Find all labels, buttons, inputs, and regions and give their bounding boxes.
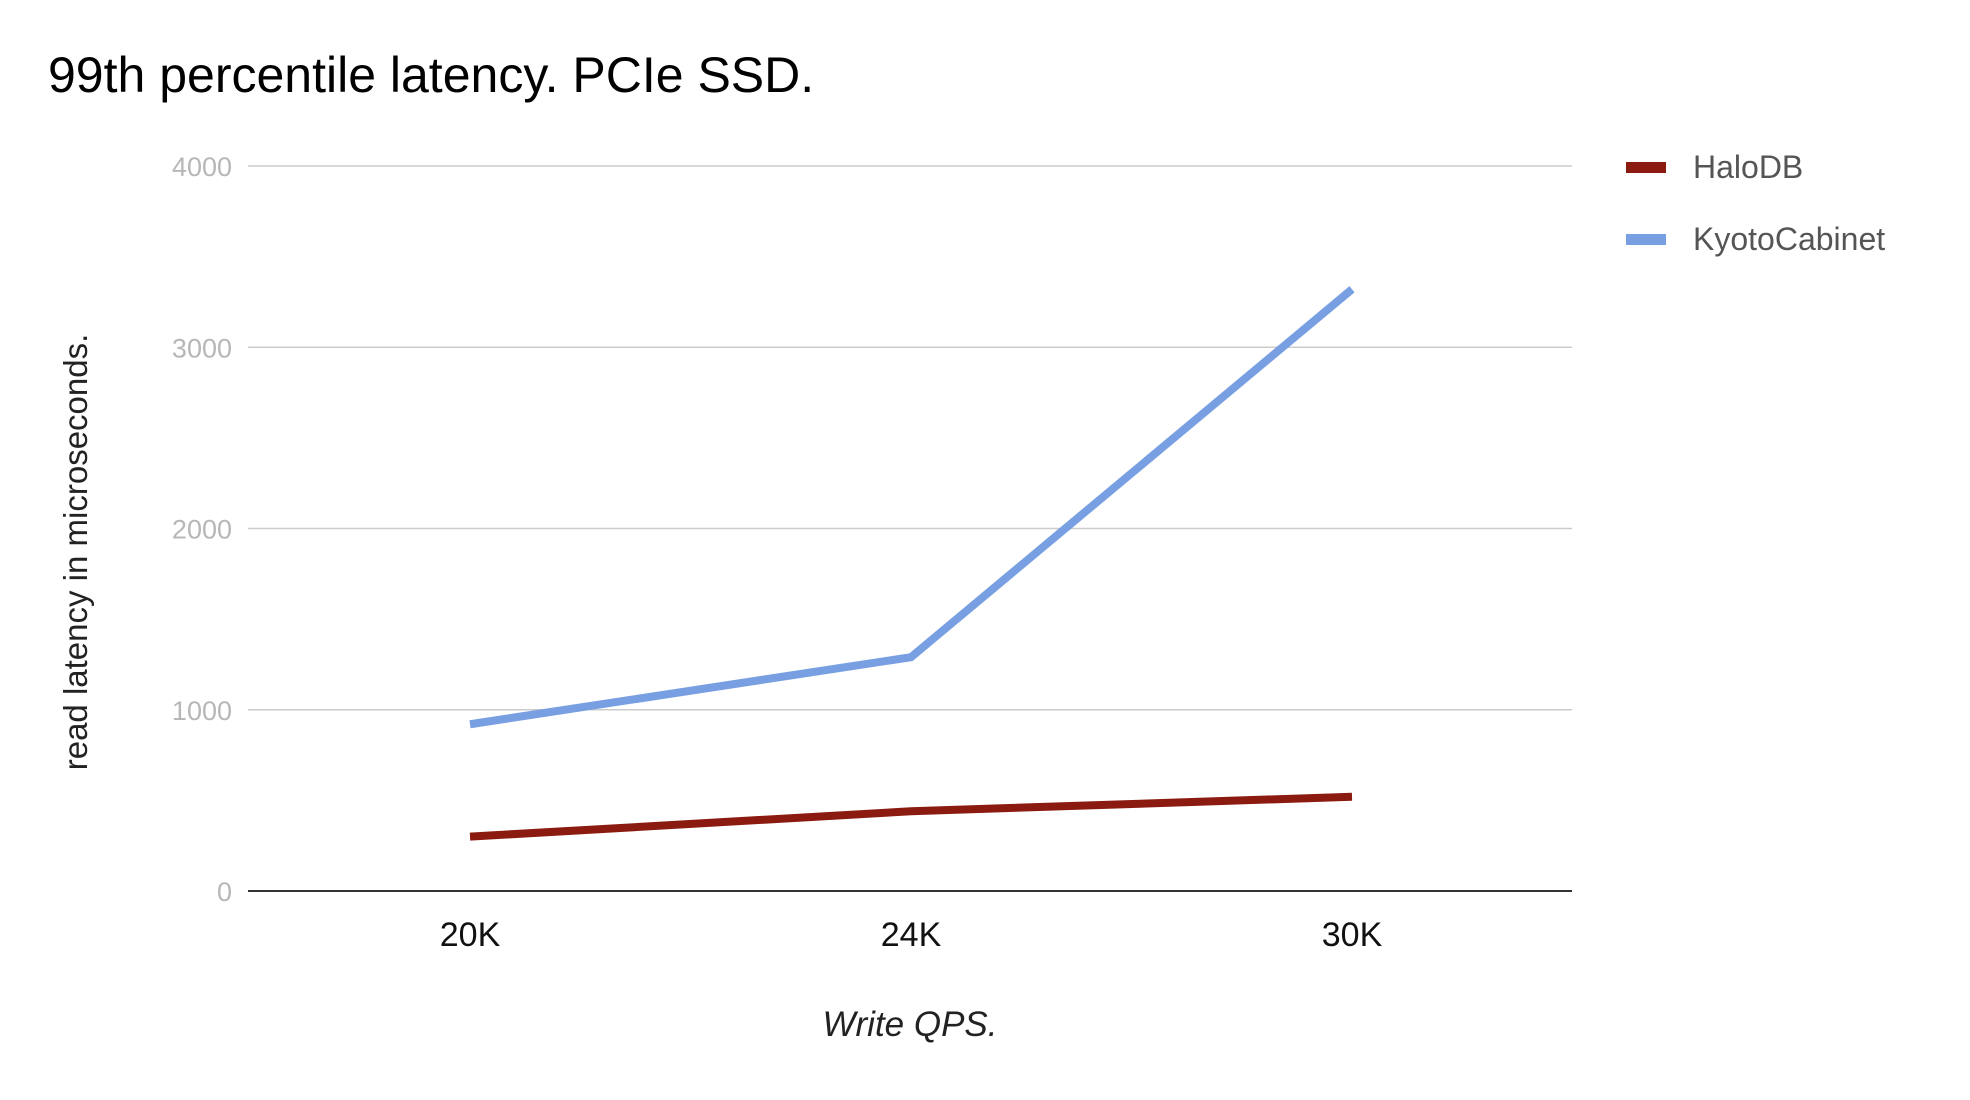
x-axis-ticks: 20K 24K 30K	[440, 916, 1383, 954]
series-lines	[469, 286, 1355, 841]
y-tick-label: 1000	[172, 696, 232, 726]
gridlines	[248, 165, 1572, 892]
legend-swatch	[1626, 162, 1666, 173]
x-axis-title: Write QPS.	[822, 1005, 997, 1044]
x-tick-label: 30K	[1322, 916, 1383, 954]
y-tick-label: 3000	[172, 333, 232, 363]
y-tick-label: 0	[217, 877, 232, 907]
legend-label: HaloDB	[1693, 149, 1803, 185]
y-tick-label: 4000	[172, 152, 232, 182]
y-tick-label: 2000	[172, 515, 232, 545]
series-line-kyotocabinet	[469, 286, 1355, 729]
y-axis-ticks: 0 1000 2000 3000 4000	[172, 152, 232, 907]
series-line-halodb	[469, 792, 1353, 841]
y-axis-title: read latency in microseconds.	[57, 334, 94, 771]
chart-title: 99th percentile latency. PCIe SSD.	[48, 47, 814, 103]
x-tick-label: 24K	[881, 916, 942, 954]
x-tick-label: 20K	[440, 916, 501, 954]
legend-label: KyotoCabinet	[1693, 221, 1885, 257]
legend-swatch	[1626, 234, 1666, 245]
legend: HaloDB KyotoCabinet	[1626, 149, 1885, 257]
